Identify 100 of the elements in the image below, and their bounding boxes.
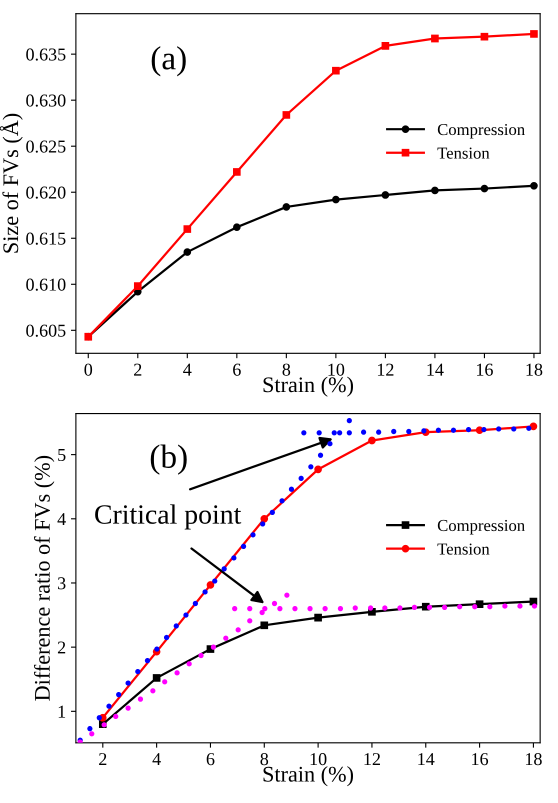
- y-tick-label: 1: [58, 706, 66, 718]
- x-tick-label: 12: [378, 364, 394, 376]
- point: [526, 426, 532, 431]
- y-tick-label: 2: [58, 641, 66, 654]
- point: [270, 510, 275, 515]
- point: [496, 426, 502, 432]
- point: [382, 42, 390, 50]
- point: [162, 679, 168, 684]
- point: [116, 692, 122, 698]
- point: [436, 428, 442, 433]
- point: [247, 606, 252, 612]
- y-tick-label: 0.615: [26, 232, 66, 245]
- x-axis-title: Strain (%): [264, 376, 354, 397]
- point: [480, 32, 488, 40]
- point: [480, 184, 488, 192]
- point: [164, 634, 170, 640]
- point: [530, 182, 538, 190]
- legend-label: Compression: [438, 124, 525, 139]
- y-tick-label: 0.625: [26, 140, 66, 153]
- point: [376, 430, 382, 435]
- point: [487, 604, 492, 610]
- point: [152, 674, 160, 682]
- point: [421, 428, 426, 434]
- point: [89, 731, 94, 736]
- point: [406, 428, 412, 434]
- point: [282, 203, 290, 211]
- point: [332, 66, 340, 75]
- point: [368, 605, 374, 611]
- point: [530, 30, 538, 38]
- x-tick-label: 6: [206, 753, 214, 766]
- point: [260, 610, 265, 616]
- point: [231, 555, 236, 561]
- point: [511, 426, 516, 432]
- point: [144, 658, 150, 664]
- point: [314, 466, 322, 474]
- point: [426, 604, 432, 610]
- point: [102, 722, 107, 728]
- y-tick-label: 0.605: [26, 324, 66, 337]
- point: [126, 706, 131, 711]
- y-axis-title: Difference ratio of FVs (%): [34, 456, 54, 701]
- point: [332, 196, 340, 204]
- point: [517, 603, 523, 609]
- x-tick-label: 8: [282, 364, 290, 376]
- annotation: (b): [150, 444, 187, 475]
- point: [206, 581, 214, 589]
- point: [391, 428, 396, 434]
- y-tick-label: 4: [57, 513, 66, 526]
- point: [113, 714, 118, 720]
- x-tick-label: 18: [526, 364, 542, 376]
- x-tick-label: 12: [364, 753, 380, 766]
- point: [126, 680, 131, 686]
- point: [307, 606, 313, 612]
- point: [316, 430, 322, 436]
- point: [476, 600, 484, 608]
- point: [186, 661, 192, 666]
- point: [272, 600, 278, 606]
- y-tick-label: 5: [58, 449, 66, 462]
- x-tick-label: 4: [152, 753, 161, 766]
- point: [431, 34, 439, 42]
- x-tick-label: 6: [233, 364, 241, 376]
- point: [247, 618, 252, 624]
- point: [96, 715, 102, 720]
- point: [260, 521, 266, 527]
- x-tick-label: 10: [328, 364, 344, 376]
- point: [532, 603, 538, 609]
- point: [382, 605, 388, 611]
- point: [250, 532, 256, 538]
- point: [298, 476, 304, 481]
- x-tick-label: 10: [310, 753, 326, 766]
- x-tick-label: 16: [476, 364, 493, 376]
- point: [412, 604, 418, 610]
- point: [202, 589, 208, 595]
- point: [332, 430, 337, 436]
- point: [240, 544, 246, 549]
- point: [210, 644, 216, 650]
- point: [212, 578, 218, 584]
- point: [282, 111, 290, 119]
- point: [260, 514, 268, 523]
- point: [346, 430, 352, 436]
- x-tick-label: 2: [99, 753, 106, 766]
- point: [150, 688, 156, 694]
- legend-label: Tension: [437, 543, 490, 555]
- point: [223, 636, 228, 641]
- point: [279, 498, 285, 504]
- point: [292, 606, 298, 612]
- point: [327, 441, 333, 446]
- point: [233, 168, 241, 176]
- point: [338, 606, 344, 612]
- point: [183, 612, 189, 618]
- point: [368, 436, 376, 444]
- point: [174, 623, 179, 629]
- y-axis-title: Size of FVs (Å): [0, 114, 23, 253]
- point: [442, 604, 448, 610]
- point: [360, 430, 366, 435]
- point: [308, 464, 314, 470]
- x-tick-label: 18: [526, 753, 542, 766]
- y-tick-label: 0.620: [26, 186, 66, 199]
- y-tick-label: 3: [58, 577, 66, 590]
- point: [284, 592, 290, 598]
- point: [481, 426, 486, 432]
